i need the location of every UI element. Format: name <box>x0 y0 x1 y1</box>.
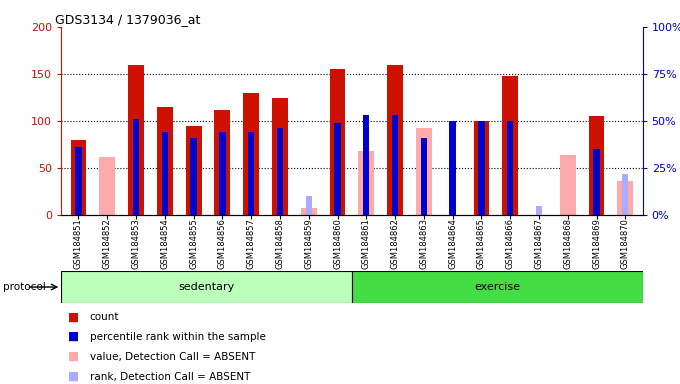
Text: GSM184857: GSM184857 <box>247 218 256 269</box>
Bar <box>301 207 317 215</box>
Bar <box>416 127 432 215</box>
Text: GSM184856: GSM184856 <box>218 218 227 269</box>
Bar <box>190 138 197 215</box>
Bar <box>589 116 605 215</box>
Bar <box>277 129 283 215</box>
Text: GSM184851: GSM184851 <box>74 218 83 268</box>
Text: ■: ■ <box>68 370 79 383</box>
Text: ■: ■ <box>68 330 79 343</box>
Bar <box>363 115 369 215</box>
Bar <box>133 119 139 215</box>
Bar <box>478 121 485 215</box>
Bar <box>162 132 168 215</box>
Text: GDS3134 / 1379036_at: GDS3134 / 1379036_at <box>55 13 201 26</box>
Bar <box>71 140 86 215</box>
Text: value, Detection Call = ABSENT: value, Detection Call = ABSENT <box>90 352 255 362</box>
Text: count: count <box>90 312 119 322</box>
Text: rank, Detection Call = ABSENT: rank, Detection Call = ABSENT <box>90 372 250 382</box>
Bar <box>392 115 398 215</box>
Bar <box>421 138 427 215</box>
Bar <box>214 110 231 215</box>
Text: GSM184852: GSM184852 <box>103 218 112 268</box>
Text: GSM184867: GSM184867 <box>534 218 543 269</box>
Text: GSM184861: GSM184861 <box>362 218 371 269</box>
Bar <box>473 121 490 215</box>
Bar <box>358 151 374 215</box>
Text: GSM184869: GSM184869 <box>592 218 601 269</box>
Text: ■: ■ <box>68 350 79 363</box>
Text: percentile rank within the sample: percentile rank within the sample <box>90 332 266 342</box>
Bar <box>387 65 403 215</box>
Bar <box>617 181 633 215</box>
Text: GSM184860: GSM184860 <box>333 218 342 269</box>
Bar <box>622 174 628 215</box>
Bar <box>473 133 490 215</box>
Text: GSM184870: GSM184870 <box>621 218 630 269</box>
Text: sedentary: sedentary <box>178 282 235 292</box>
Text: GSM184859: GSM184859 <box>304 218 313 268</box>
Bar <box>330 69 345 215</box>
Bar <box>536 206 542 215</box>
Bar <box>157 107 173 215</box>
Text: ■: ■ <box>68 310 79 323</box>
Bar <box>248 132 254 215</box>
Bar <box>449 121 456 215</box>
Text: GSM184863: GSM184863 <box>420 218 428 269</box>
Bar <box>352 271 643 303</box>
Bar <box>186 126 201 215</box>
Text: GSM184853: GSM184853 <box>131 218 141 269</box>
Bar <box>392 151 398 215</box>
Bar <box>560 155 576 215</box>
Text: GSM184854: GSM184854 <box>160 218 169 268</box>
Bar <box>128 65 144 215</box>
Text: protocol: protocol <box>3 282 46 292</box>
Text: GSM184868: GSM184868 <box>563 218 573 269</box>
Bar <box>335 123 341 215</box>
Text: exercise: exercise <box>474 282 520 292</box>
Bar <box>243 93 259 215</box>
Bar <box>594 149 600 215</box>
Bar <box>61 271 352 303</box>
Bar <box>503 76 518 215</box>
Bar <box>507 121 513 215</box>
Bar <box>99 157 115 215</box>
Text: GSM184855: GSM184855 <box>189 218 198 268</box>
Text: GSM184858: GSM184858 <box>275 218 284 269</box>
Bar <box>272 98 288 215</box>
Text: GSM184866: GSM184866 <box>506 218 515 269</box>
Bar <box>305 196 312 215</box>
Bar <box>219 132 226 215</box>
Text: GSM184865: GSM184865 <box>477 218 486 269</box>
Bar <box>75 147 82 215</box>
Text: GSM184862: GSM184862 <box>390 218 400 269</box>
Text: GSM184864: GSM184864 <box>448 218 457 269</box>
